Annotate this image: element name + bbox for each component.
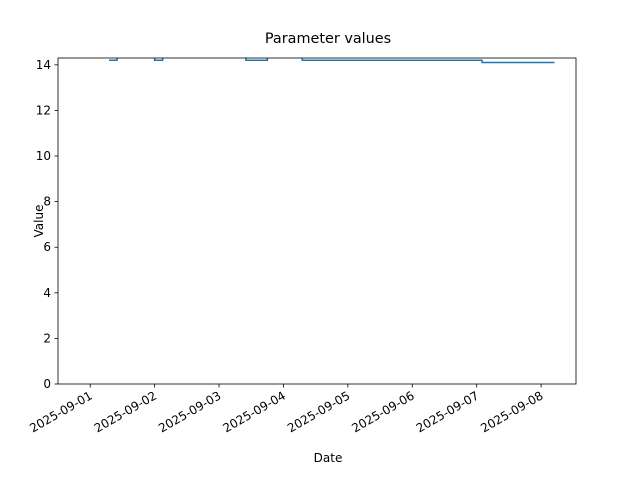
x-axis-label: Date [314,451,343,465]
x-tick-label: 2025-09-08 [478,388,545,435]
y-tick-label: 0 [43,377,51,391]
chart-title: Parameter values [265,31,391,47]
plot-area [108,58,555,64]
y-tick-label: 10 [36,149,51,163]
y-tick-label: 8 [43,195,51,209]
data-line [108,58,555,64]
x-tick-label: 2025-09-02 [92,388,159,435]
x-tick-label: 2025-09-07 [414,388,481,435]
y-axis-label: Value [32,205,46,238]
y-tick-label: 4 [43,286,51,300]
y-tick-label: 12 [36,103,51,117]
y-tick-label: 14 [36,58,51,72]
x-tick-label: 2025-09-03 [156,388,223,435]
y-tick-label: 2 [43,331,51,345]
axes-frame [57,57,577,385]
x-tick-label: 2025-09-04 [221,388,288,435]
x-tick-label: 2025-09-05 [285,388,352,435]
x-tick-label: 2025-09-01 [27,388,94,435]
x-tick-label: 2025-09-06 [349,388,416,435]
y-tick-label: 6 [43,240,51,254]
